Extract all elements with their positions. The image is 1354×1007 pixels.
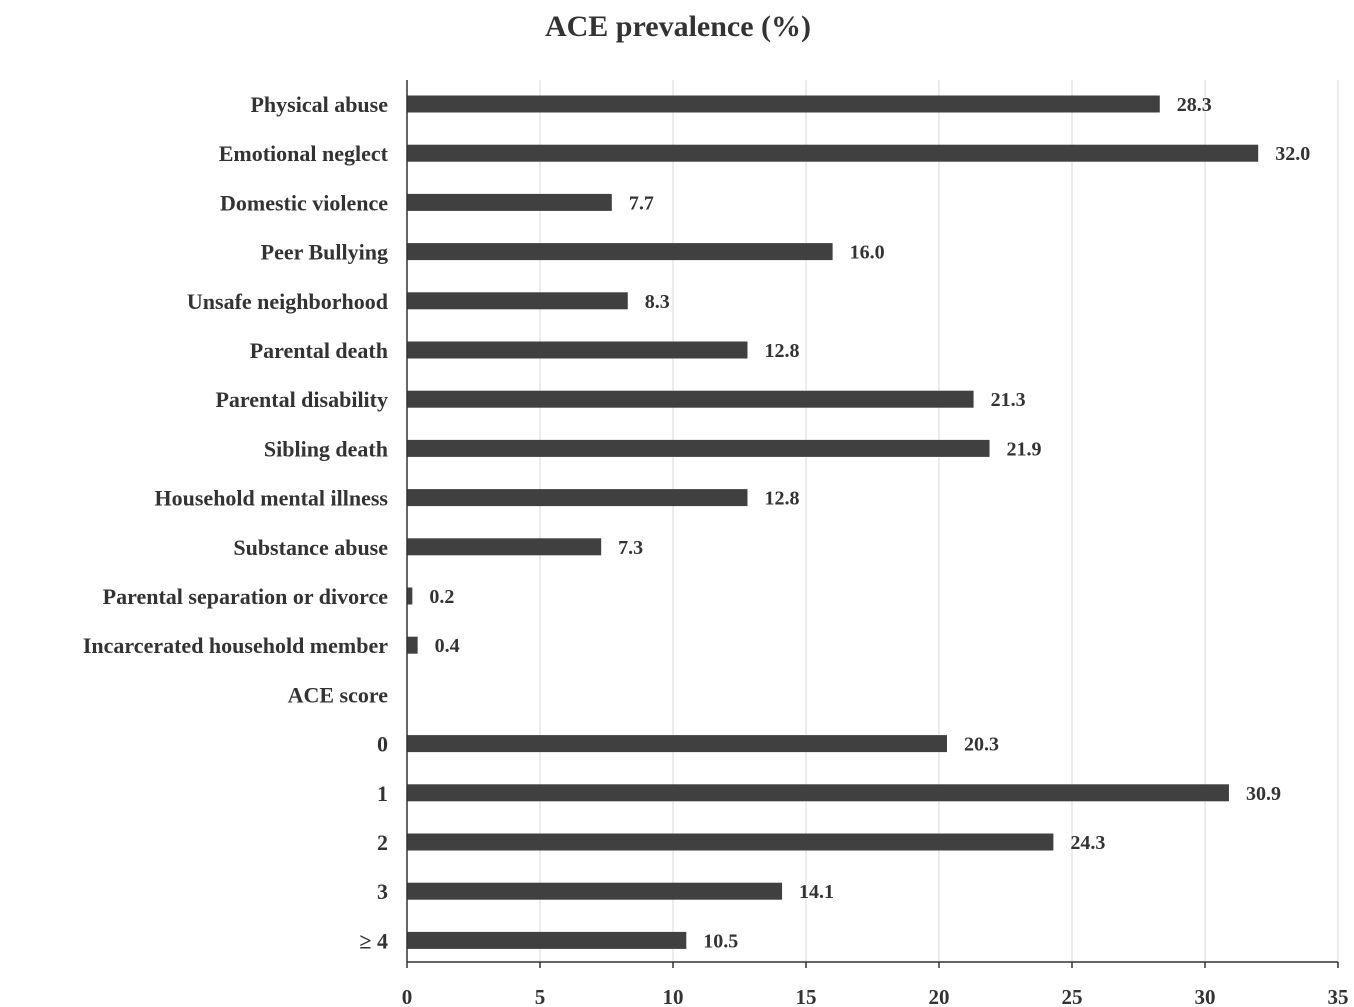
- bar-row-3: [407, 243, 833, 261]
- category-label-row-16: 3: [377, 879, 388, 904]
- data-label-row-16: 14.1: [799, 881, 834, 903]
- data-label-row-1: 32.0: [1275, 143, 1310, 165]
- bar-row-17: [407, 931, 687, 949]
- bar-row-14: [407, 784, 1229, 802]
- data-label-row-15: 24.3: [1070, 832, 1105, 854]
- x-axis: 0 5 10 15 20 25 30 35: [402, 80, 1349, 1007]
- bar-row-1: [407, 144, 1259, 162]
- data-label-row-6: 21.3: [991, 389, 1026, 411]
- bar-row-6: [407, 390, 974, 408]
- bar-row-15: [407, 833, 1054, 851]
- bar-row-9: [407, 538, 602, 556]
- chart-title: ACE prevalence (%): [545, 10, 811, 43]
- bar-row-7: [407, 439, 990, 457]
- category-label-row-10: Parental separation or divorce: [103, 584, 389, 609]
- x-tick-label-20: 20: [929, 985, 950, 1007]
- category-label-row-8: Household mental illness: [155, 486, 389, 511]
- bars: [407, 95, 1259, 949]
- data-label-row-13: 20.3: [964, 734, 999, 756]
- data-label-row-14: 30.9: [1246, 783, 1281, 805]
- category-label-row-11: Incarcerated household member: [83, 633, 388, 658]
- category-label-row-13: 0: [377, 732, 388, 757]
- category-label-row-7: Sibling death: [264, 436, 388, 461]
- data-label-row-4: 8.3: [645, 291, 670, 313]
- data-label-row-11: 0.4: [435, 635, 460, 657]
- category-label-row-4: Unsafe neighborhood: [187, 289, 388, 314]
- bar-row-11: [407, 636, 418, 654]
- data-label-row-17: 10.5: [703, 930, 738, 952]
- gridlines: [539, 80, 1339, 962]
- category-labels: Physical abuse Emotional neglect Domestic …: [83, 92, 389, 953]
- data-label-row-10: 0.2: [429, 586, 454, 608]
- x-tick-label-5: 5: [535, 985, 546, 1007]
- bar-row-5: [407, 341, 748, 359]
- category-label-row-3: Peer Bullying: [261, 240, 388, 265]
- data-label-row-5: 12.8: [764, 340, 799, 362]
- category-label-row-1: Emotional neglect: [219, 141, 389, 166]
- category-label-row-6: Parental disability: [215, 387, 388, 412]
- category-label-row-0: Physical abuse: [250, 92, 388, 117]
- bar-row-13: [407, 735, 947, 753]
- bar-row-2: [407, 193, 612, 211]
- bar-row-16: [407, 882, 783, 900]
- x-tick-label-30: 30: [1195, 985, 1216, 1007]
- data-label-row-2: 7.7: [629, 192, 654, 214]
- x-tick-label-35: 35: [1328, 985, 1349, 1007]
- x-tick-label-25: 25: [1062, 985, 1083, 1007]
- bar-row-8: [407, 489, 748, 507]
- category-label-row-2: Domestic violence: [220, 190, 388, 215]
- bar-row-10: [407, 587, 413, 605]
- data-label-row-0: 28.3: [1177, 94, 1212, 116]
- category-label-row-15: 2: [377, 830, 388, 855]
- x-tick-label-0: 0: [402, 985, 413, 1007]
- category-label-row-17: ≥ 4: [359, 928, 388, 953]
- x-tick-label-15: 15: [796, 985, 817, 1007]
- bar-row-0: [407, 95, 1160, 113]
- x-tick-label-10: 10: [663, 985, 684, 1007]
- data-label-row-9: 7.3: [618, 537, 643, 559]
- category-label-row-12: ACE score: [288, 682, 389, 707]
- data-label-row-3: 16.0: [850, 242, 885, 264]
- category-label-row-9: Substance abuse: [233, 535, 388, 560]
- category-label-row-5: Parental death: [250, 338, 388, 363]
- data-label-row-7: 21.9: [1007, 438, 1042, 460]
- data-labels: 28.3 32.0 7.7 16.0 8.3 12.8 21.3 21.9 12.8 7.3 0.2…: [429, 94, 1310, 952]
- data-label-row-8: 12.8: [764, 488, 799, 510]
- category-label-row-14: 1: [377, 781, 388, 806]
- bar-row-4: [407, 292, 628, 310]
